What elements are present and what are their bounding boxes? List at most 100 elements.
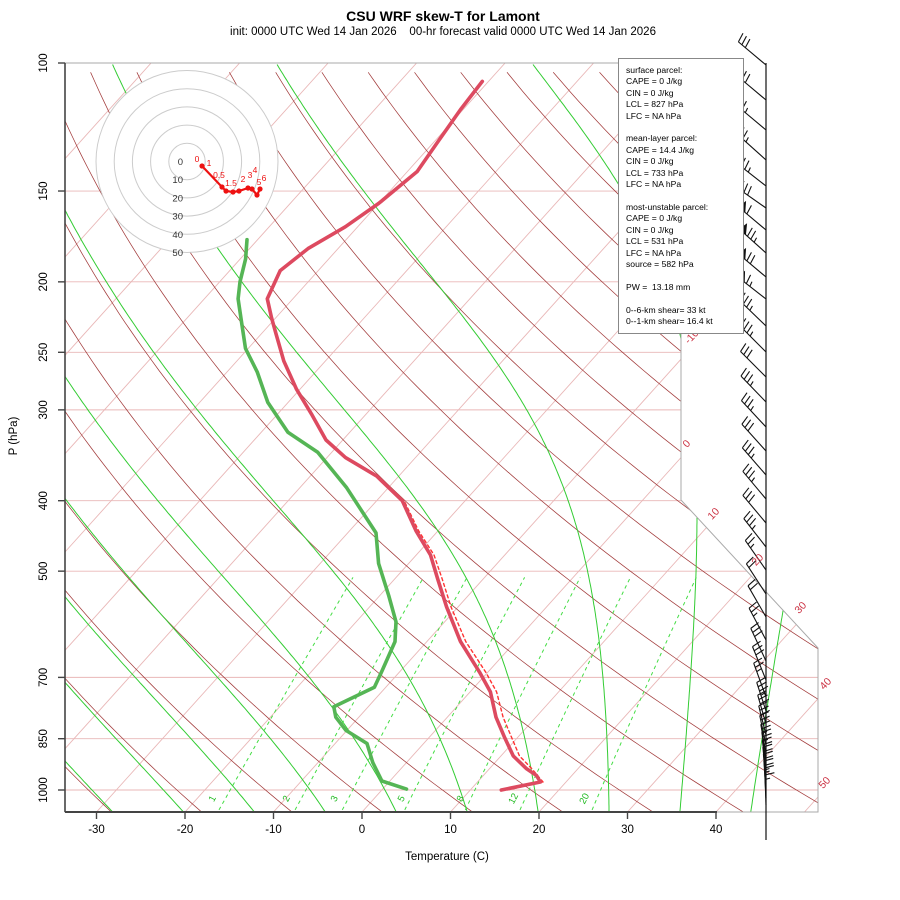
temperature-tick-label: 30 [621,824,634,836]
temperature-tick-label: 40 [710,824,723,836]
hodograph-point [223,188,229,194]
hodograph-height-label: 1.5 [225,178,237,188]
temperature-tick-label: 10 [444,824,457,836]
hodograph-ring [131,106,243,217]
info-line: CIN = 0 J/kg [626,87,674,98]
hodograph-background [96,70,278,253]
isotherm-edge-label: 50 [816,774,833,791]
pressure-axis: 100 150 200 250 300 400 500 700 850 1000 [38,53,66,812]
hodograph-ring-label: 30 [172,212,183,223]
hodograph-trace: 0 10.51.5 2 3 4 5 6 [195,154,267,198]
info-line: source = 582 hPa [626,258,694,269]
info-line: surface parcel: [626,65,683,75]
info-line [626,270,736,281]
isotherm-edge-label: 20 [749,551,766,568]
hodograph-ring-label: 50 [172,248,183,259]
chart-subtitle: init: 0000 UTC Wed 14 Jan 2026 00-hr for… [230,26,656,38]
pressure-tick-label: 500 [38,562,50,581]
wind-barb [758,701,770,736]
hodograph-ring [95,70,279,253]
info-line [626,190,736,201]
pressure-tick-label: 1000 [38,777,50,803]
wind-barb [744,533,767,571]
mixing-ratio-label: 2 [281,794,293,804]
temperature-tick-label: -30 [88,824,105,836]
isotherm-edge-label: 0 [680,438,693,451]
hodograph-height-label: 0 [195,154,200,164]
wind-barb [740,318,767,353]
wind-barb [752,640,767,681]
mixing-ratio-label: 1 [207,794,219,804]
wind-barb [745,556,767,595]
info-line: LCL = 733 hPa [626,167,684,178]
pressure-tick-label: 150 [38,181,50,200]
info-line: most-unstable parcel: [626,201,709,212]
info-line: LCL = 531 hPa [626,236,684,247]
temperature-axis-title: Temperature (C) [405,851,489,863]
temperature-tick-label: 20 [533,824,546,836]
info-line: CAPE = 14.4 J/kg [626,144,695,155]
hodograph-height-label: 1 [207,158,212,168]
temperature-tick-label: -20 [177,824,194,836]
wind-barb [741,439,767,476]
pressure-tick-label: 200 [38,272,50,291]
wind-barb [743,510,767,548]
hodograph-ring-label: 40 [172,230,183,241]
pressure-tick-label: 700 [38,668,50,687]
pressure-tick-label: 100 [38,53,50,72]
temperature-axis: -30 -20 -10 0 10 20 30 40 [65,811,723,836]
hodograph-point [249,186,255,192]
pressure-tick-label: 850 [38,729,50,748]
hodograph-height-label: 6 [262,173,267,183]
info-line: mean-layer parcel: [626,133,698,144]
info-line: PW = 13.18 mm [626,281,691,292]
hodograph-height-label: 2 [241,174,246,184]
wind-barb [740,367,767,403]
wind-barb [764,772,775,806]
info-line: CAPE = 0 J/kg [626,213,683,224]
pressure-tick-label: 400 [38,491,50,510]
hodograph-point [236,188,242,194]
mixing-ratio-label: 5 [396,794,408,804]
temperature-curve [265,79,543,792]
hodograph-point [245,185,251,191]
wind-barb [760,720,771,755]
mixing-ratio-label: 3 [329,794,341,804]
dewpoint-curve [236,237,409,791]
hodograph-height-label: 4 [253,165,258,175]
info-line [626,122,736,133]
hodograph-ring-label: 0 [178,157,183,168]
hodograph-point [199,163,205,169]
isotherm-edge-label: 10 [705,505,722,522]
hodograph-point [219,184,225,190]
isotherm-edge-label: 40 [817,675,834,692]
wind-barbs [736,33,775,840]
hodograph-point [230,189,236,195]
info-line: CIN = 0 J/kg [626,224,674,235]
wind-barb [742,487,767,524]
mixing-ratio-label: 12 [506,792,521,807]
info-line: LFC = NA hPa [626,110,682,121]
hodograph-height-label: 3 [248,170,253,180]
wind-barb [740,392,767,428]
temperature-tick-label: -10 [265,824,282,836]
temperature-tick-label: 0 [359,824,365,836]
mixing-ratio-label: 20 [577,792,592,807]
mixing-ratio-lines [218,577,697,811]
page-title: CSU WRF skew-T for Lamont [346,8,540,24]
hodograph-height-label: 5 [257,177,262,187]
pressure-tick-label: 250 [38,343,50,362]
info-line: LFC = NA hPa [626,179,682,190]
wind-barb [750,622,767,662]
info-line: 0--6-km shear= 33 kt [626,304,706,315]
hodograph-ring [168,142,206,181]
parcel-info-box: surface parcel: CAPE = 0 J/kg CIN = 0 J/kg… [618,58,744,335]
info-line: CIN = 0 J/kg [626,156,674,167]
isotherm-edge-label: 30 [792,599,809,616]
wind-barb [737,33,767,66]
mixing-ratio-label: 8 [455,794,467,804]
